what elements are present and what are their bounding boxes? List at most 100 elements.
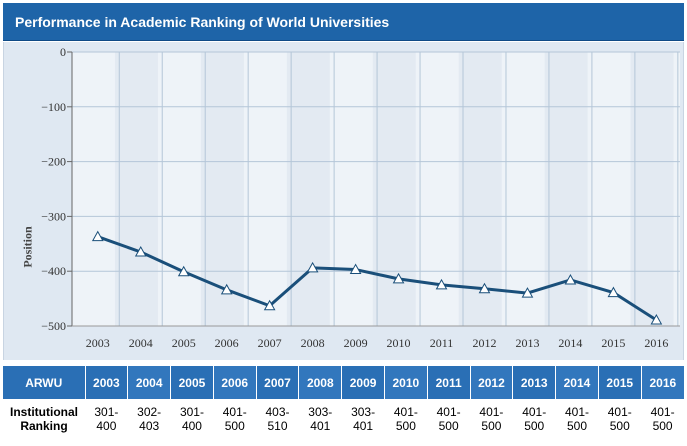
- series-line: [97, 235, 658, 322]
- y-tick-label: −400: [41, 264, 66, 278]
- ranking-cell-line1: 303-: [308, 405, 333, 419]
- data-point-marker: [392, 272, 405, 284]
- plot-band: [200, 52, 244, 326]
- y-tick-label: −200: [41, 155, 66, 169]
- table-ranking-cell: 401- 500: [556, 399, 599, 439]
- table-ranking-cell: 303- 401: [299, 399, 342, 439]
- data-point-marker: [607, 286, 620, 298]
- plot-band: [458, 52, 502, 326]
- table-year-header: 2008: [298, 366, 343, 399]
- x-tick-label: 2016: [644, 336, 668, 350]
- table-ranking-cell: 401- 500: [641, 399, 684, 439]
- y-axis-label: Position: [20, 226, 35, 268]
- page-title: Performance in Academic Ranking of World…: [15, 14, 390, 30]
- x-tick-label: 2014: [558, 336, 582, 350]
- ranking-cell-line1: 401-: [393, 405, 418, 419]
- y-axis-title: Position: [21, 217, 35, 277]
- table-ranking-cell: 401- 500: [384, 399, 427, 439]
- x-tick-label: 2013: [515, 336, 539, 350]
- ranking-cell-line2: 500: [395, 419, 416, 433]
- data-point-marker: [306, 261, 319, 273]
- table-ranking-row: Institutional Ranking 301- 400 302- 403 301-…: [3, 399, 684, 439]
- data-point-marker: [435, 278, 448, 290]
- table-header-row: ARWU 2003 2004 2005 2006 2007 2008 2009 2010 201…: [3, 366, 684, 399]
- ranking-cell-line1: 301-: [94, 405, 119, 419]
- plot-band: [630, 52, 674, 326]
- table-ranking-cell: 301- 400: [85, 399, 128, 439]
- ranking-cell-line2: 500: [438, 419, 459, 433]
- table-year-header: 2009: [341, 366, 385, 399]
- table-year-header: 2003: [85, 366, 129, 399]
- ranking-cell-line1: 303-: [351, 405, 376, 419]
- ranking-cell-line2: 500: [652, 419, 673, 433]
- x-tick-label: 2012: [472, 336, 496, 350]
- table-year-header: 2010: [384, 366, 428, 399]
- data-point-marker: [91, 230, 104, 242]
- ranking-cell-line1: 401-: [650, 405, 675, 419]
- y-tick-label: −300: [41, 209, 66, 223]
- table-ranking-cell: 401- 500: [213, 399, 256, 439]
- table-year-header: 2016: [641, 366, 684, 399]
- x-tick-label: 2007: [258, 336, 282, 350]
- ranking-cell-line2: 401: [310, 419, 331, 433]
- table-ranking-cell: 401- 500: [427, 399, 470, 439]
- ranking-row-label-line2: Ranking: [20, 419, 68, 433]
- table-year-header: 2005: [170, 366, 214, 399]
- data-point-marker: [564, 273, 577, 285]
- data-point-marker: [478, 282, 491, 294]
- table-year-header: 2015: [598, 366, 642, 399]
- data-point-marker: [349, 263, 362, 275]
- data-point-marker: [521, 287, 534, 298]
- ranking-cell-line1: 401-: [222, 405, 247, 419]
- table-ranking-cell: 403- 510: [256, 399, 299, 439]
- x-tick-label: 2009: [344, 336, 368, 350]
- ranking-cell-line1: 403-: [265, 405, 290, 419]
- table-header-label: ARWU: [3, 366, 86, 399]
- ranking-cell-line2: 401: [353, 419, 374, 433]
- table-ranking-cell: 401- 500: [513, 399, 556, 439]
- line-chart: 0 −100 −200 −300 −400 −500 2003 2004 2005 2006 200…: [41, 45, 680, 350]
- table-ranking-cell: 401- 500: [598, 399, 641, 439]
- plot-band: [114, 52, 158, 326]
- table-year-header: 2013: [512, 366, 557, 399]
- chart-header: Performance in Academic Ranking of World…: [3, 3, 684, 41]
- y-tick-label: 0: [60, 45, 66, 59]
- data-point-marker: [650, 313, 663, 325]
- ranking-row-label-line1: Institutional: [10, 405, 78, 419]
- data-point-marker: [263, 299, 276, 311]
- ranking-cell-line2: 500: [566, 419, 587, 433]
- ranking-table: ARWU 2003 2004 2005 2006 2007 2008 2009 2010 201…: [3, 366, 684, 439]
- table-year-header: 2012: [470, 366, 514, 399]
- ranking-cell-line2: 500: [481, 419, 502, 433]
- ranking-cell-line1: 302-: [137, 405, 162, 419]
- ranking-cell-line1: 401-: [522, 405, 547, 419]
- table-year-header: 2004: [127, 366, 172, 399]
- ranking-cell-line2: 500: [224, 419, 245, 433]
- data-point-marker: [134, 245, 147, 257]
- table-year-header: 2006: [213, 366, 257, 399]
- table-ranking-cell: 302- 403: [128, 399, 171, 439]
- x-tick-label: 2005: [172, 336, 196, 350]
- x-tick-label: 2006: [215, 336, 239, 350]
- ranking-cell-line2: 500: [609, 419, 630, 433]
- ranking-cell-line2: 400: [96, 419, 117, 433]
- x-tick-label: 2008: [301, 336, 325, 350]
- ranking-cell-line1: 401-: [607, 405, 632, 419]
- x-tick-label: 2010: [387, 336, 411, 350]
- plot-band: [372, 52, 416, 326]
- ranking-cell-line2: 510: [267, 419, 288, 433]
- table-year-header: 2014: [555, 366, 599, 399]
- plot-band: [286, 52, 330, 326]
- data-point-marker: [177, 265, 190, 277]
- ranking-cell-line2: 500: [524, 419, 545, 433]
- x-tick-label: 2004: [129, 336, 153, 350]
- ranking-cell-line2: 403: [139, 419, 160, 433]
- ranking-row-label: Institutional Ranking: [3, 399, 85, 439]
- table-ranking-cell: 301- 400: [171, 399, 214, 439]
- y-tick-label: −100: [41, 100, 66, 114]
- table-ranking-cell: 401- 500: [470, 399, 513, 439]
- x-tick-label: 2003: [86, 336, 110, 350]
- x-tick-label: 2015: [601, 336, 625, 350]
- ranking-cell-line2: 400: [181, 419, 202, 433]
- ranking-cell-line1: 401-: [436, 405, 461, 419]
